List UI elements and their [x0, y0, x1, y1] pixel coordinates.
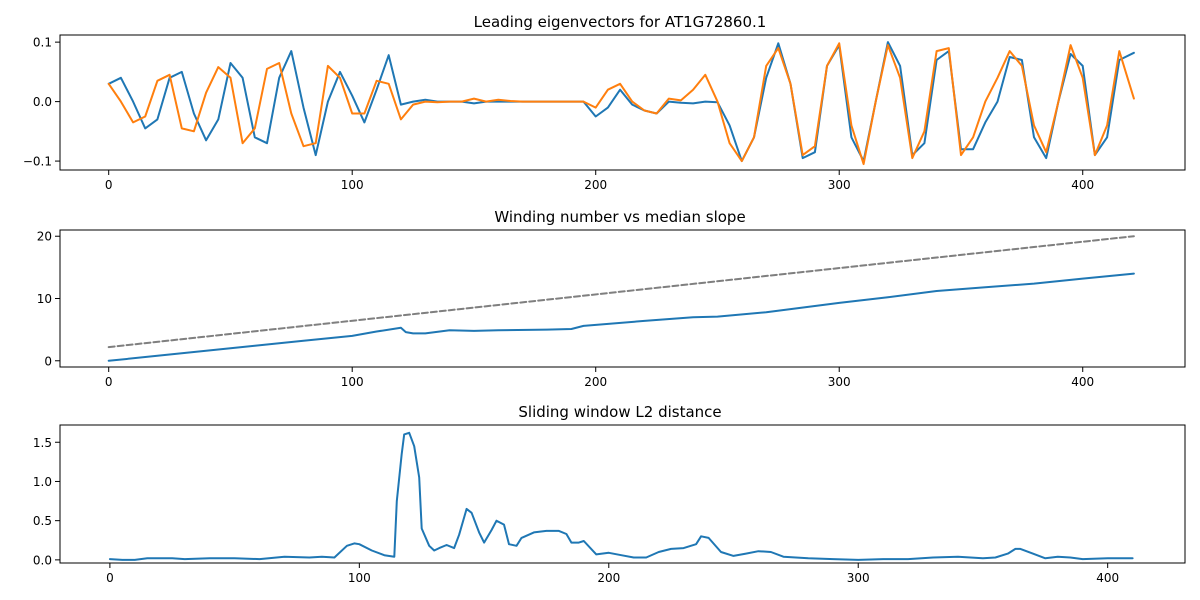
axes-frame-l2 [59, 424, 1186, 564]
y-tick-label-l2-1: 0.5 [33, 514, 52, 528]
chart-title-winding: Winding number vs median slope [494, 208, 745, 226]
y-tick-label-winding-1: 10 [37, 292, 52, 306]
x-axis-ticks-eigenvectors: 0 100 200 300 400 [105, 170, 1094, 192]
y-tick-label-l2-0: 0.0 [33, 553, 52, 567]
panel-l2: Sliding window L2 distance 0 100 200 300 400… [33, 403, 1186, 585]
x-tick-label-l2-0: 0 [106, 571, 114, 585]
x-axis-ticks-winding: 0 100 200 300 400 [105, 367, 1094, 389]
plot-area-eigenvectors [107, 41, 1135, 166]
x-tick-label-eigenvectors-4: 400 [1071, 178, 1094, 192]
x-tick-label-eigenvectors-3: 300 [828, 178, 851, 192]
y-tick-label-eigenvectors-2: 0.1 [33, 36, 52, 50]
panel-winding: Winding number vs median slope 0 100 200 30… [37, 208, 1186, 389]
axes-frame-eigenvectors [59, 34, 1186, 171]
chart-title-l2: Sliding window L2 distance [518, 403, 721, 421]
x-tick-label-winding-3: 300 [828, 375, 851, 389]
y-tick-label-winding-0: 0 [44, 354, 52, 368]
series-line-l2-0 [108, 431, 1134, 561]
x-tick-label-eigenvectors-0: 0 [105, 178, 113, 192]
y-axis-ticks-winding: 0 10 20 [37, 230, 60, 368]
x-tick-label-winding-1: 100 [341, 375, 364, 389]
x-tick-label-winding-4: 400 [1071, 375, 1094, 389]
panel-eigenvectors: Leading eigenvectors for AT1G72860.1 0 10… [23, 13, 1186, 192]
series-line-eigenvectors-1 [107, 42, 1135, 166]
x-tick-label-l2-4: 400 [1096, 571, 1119, 585]
y-axis-ticks-l2: 0.0 0.5 1.0 1.5 [33, 436, 60, 567]
x-tick-label-winding-0: 0 [105, 375, 113, 389]
y-tick-label-winding-2: 20 [37, 230, 52, 244]
plot-area-l2 [108, 431, 1134, 561]
x-tick-label-eigenvectors-1: 100 [341, 178, 364, 192]
series-line-winding-0 [107, 272, 1135, 362]
y-tick-label-l2-2: 1.0 [33, 475, 52, 489]
x-axis-ticks-l2: 0 100 200 300 400 [106, 563, 1119, 585]
x-tick-label-l2-2: 200 [597, 571, 620, 585]
y-axis-ticks-eigenvectors: −0.1 0.0 0.1 [23, 36, 60, 169]
y-tick-label-l2-3: 1.5 [33, 436, 52, 450]
x-tick-label-winding-2: 200 [584, 375, 607, 389]
series-line-winding-1 [107, 235, 1135, 349]
y-tick-label-eigenvectors-0: −0.1 [23, 155, 52, 169]
plot-area-winding [107, 235, 1135, 362]
x-tick-label-l2-3: 300 [847, 571, 870, 585]
chart-title-eigenvectors: Leading eigenvectors for AT1G72860.1 [474, 13, 767, 31]
x-tick-label-l2-1: 100 [348, 571, 371, 585]
y-tick-label-eigenvectors-1: 0.0 [33, 95, 52, 109]
x-tick-label-eigenvectors-2: 200 [584, 178, 607, 192]
